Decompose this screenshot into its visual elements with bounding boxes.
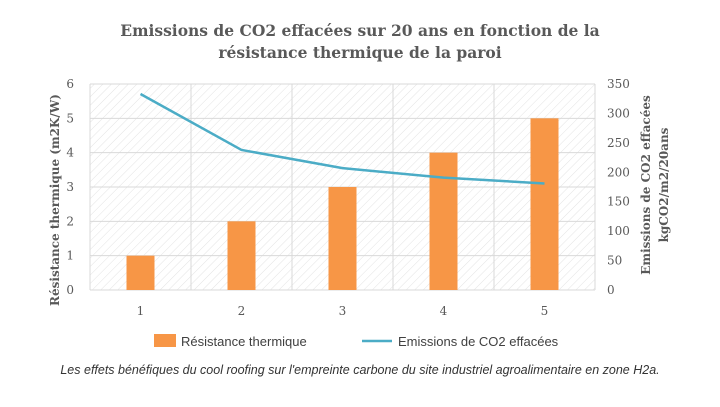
bar-5 xyxy=(530,118,559,290)
legend-label-bars: Résistance thermique xyxy=(181,334,307,349)
right-axis-ticks: 0 50 100 150 200 250 300 350 xyxy=(607,77,630,297)
legend-label-line: Emissions de CO2 effacées xyxy=(398,334,559,349)
x-tick-label: 4 xyxy=(440,304,448,318)
left-tick-label: 3 xyxy=(66,180,74,194)
right-tick-label: 200 xyxy=(607,165,630,179)
left-tick-label: 1 xyxy=(66,249,74,263)
chart-title-line-2: résistance thermique de la paroi xyxy=(218,43,501,62)
right-tick-label: 150 xyxy=(607,195,630,209)
x-tick-label: 2 xyxy=(238,304,246,318)
right-tick-label: 100 xyxy=(607,224,630,238)
x-tick-label: 1 xyxy=(137,304,145,318)
chart-title-line-1: Emissions de CO2 effacées sur 20 ans en … xyxy=(120,21,599,40)
right-tick-label: 50 xyxy=(607,254,622,268)
left-axis-title: Résistance thermique (m2K/W) xyxy=(48,94,62,306)
emissions-line xyxy=(139,92,545,185)
left-tick-label: 0 xyxy=(66,283,74,297)
left-axis-ticks: 0 1 2 3 4 5 6 xyxy=(66,77,74,297)
right-tick-label: 350 xyxy=(607,77,630,91)
right-axis-title-line-1: Emissions de CO2 effacées xyxy=(639,95,653,275)
bar-2 xyxy=(227,221,256,290)
figure-caption: Les effets bénéfiques du cool roofing su… xyxy=(60,363,660,377)
left-tick-label: 2 xyxy=(66,214,74,228)
right-axis-title-line-2: kgCO2/m2/20ans xyxy=(657,127,671,242)
x-tick-label: 3 xyxy=(339,304,347,318)
bar-3 xyxy=(328,187,357,290)
right-tick-label: 0 xyxy=(607,283,615,297)
bar-4 xyxy=(429,152,458,290)
bar-series xyxy=(126,118,559,290)
right-tick-label: 250 xyxy=(607,136,630,150)
chart: Emissions de CO2 effacées sur 20 ans en … xyxy=(48,21,671,349)
x-tick-label: 5 xyxy=(541,304,549,318)
x-axis-ticks: 1 2 3 4 5 xyxy=(137,304,549,318)
left-tick-label: 4 xyxy=(66,146,74,160)
right-tick-label: 300 xyxy=(607,106,630,120)
bar-1 xyxy=(126,255,155,290)
left-tick-label: 6 xyxy=(66,77,74,91)
legend: Résistance thermique Emissions de CO2 ef… xyxy=(154,334,559,349)
legend-swatch-bars xyxy=(154,334,176,347)
left-tick-label: 5 xyxy=(66,111,74,125)
line-series xyxy=(139,92,545,185)
